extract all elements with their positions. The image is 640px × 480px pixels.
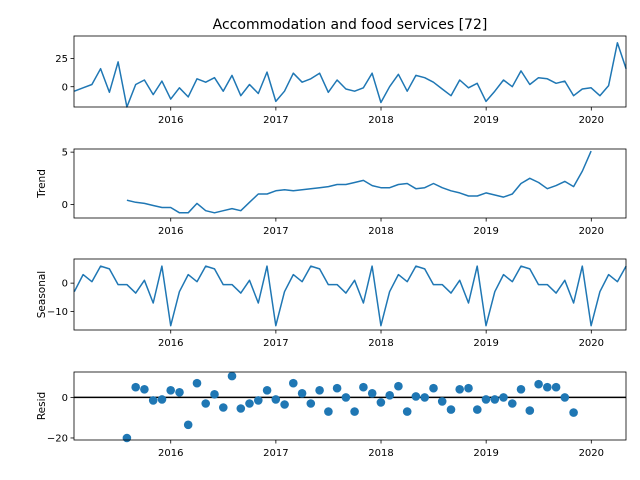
resid-point-6 bbox=[175, 388, 184, 397]
trend-ylabel: Trend bbox=[36, 169, 48, 199]
resid-point-3 bbox=[149, 396, 158, 405]
resid-point-19 bbox=[289, 379, 298, 388]
resid-point-45 bbox=[517, 385, 526, 394]
seasonal-xtick-label: 2016 bbox=[158, 338, 183, 349]
seasonal-ytick-label: −10 bbox=[47, 307, 68, 318]
resid-point-11 bbox=[219, 403, 228, 412]
resid-point-17 bbox=[272, 395, 281, 404]
resid-point-36 bbox=[438, 397, 447, 406]
trend-series-line bbox=[127, 151, 591, 213]
observed-axes-frame bbox=[74, 36, 626, 107]
trend-ytick-label: 0 bbox=[62, 200, 68, 211]
observed-ytick-label: 25 bbox=[55, 54, 68, 65]
seasonal-xtick-label: 2018 bbox=[368, 338, 393, 349]
observed-ytick-label: 0 bbox=[62, 82, 68, 93]
resid-point-12 bbox=[228, 372, 237, 381]
resid-point-25 bbox=[342, 393, 351, 402]
resid-point-48 bbox=[543, 383, 552, 392]
resid-xtick-label: 2017 bbox=[263, 448, 288, 459]
resid-point-7 bbox=[184, 421, 193, 430]
resid-point-5 bbox=[166, 386, 175, 395]
resid-point-15 bbox=[254, 396, 263, 405]
seasonal-series-line bbox=[74, 266, 626, 326]
panel-resid: 2016 2017 2018 2019 2020 −20 0 Resid bbox=[36, 372, 626, 459]
resid-point-38 bbox=[455, 385, 464, 394]
resid-point-35 bbox=[429, 384, 438, 393]
seasonal-axes-frame bbox=[74, 259, 626, 330]
resid-point-18 bbox=[280, 400, 289, 409]
resid-point-39 bbox=[464, 384, 473, 393]
resid-point-49 bbox=[552, 383, 561, 392]
resid-ytick-label: −20 bbox=[47, 434, 68, 445]
trend-ytick-label: 5 bbox=[62, 148, 68, 159]
resid-point-31 bbox=[394, 382, 403, 391]
resid-point-29 bbox=[377, 398, 386, 407]
observed-xtick-label: 2019 bbox=[473, 115, 498, 126]
resid-ytick-label: 0 bbox=[62, 393, 68, 404]
seasonal-ylabel: Seasonal bbox=[36, 271, 48, 318]
observed-series-line bbox=[74, 43, 626, 107]
resid-point-23 bbox=[324, 407, 333, 416]
trend-xtick-label: 2016 bbox=[158, 226, 183, 237]
panel-trend: 2016 2017 2018 2019 2020 0 5 Trend bbox=[36, 148, 626, 237]
observed-xtick-label: 2020 bbox=[579, 115, 604, 126]
resid-point-30 bbox=[385, 391, 394, 400]
resid-point-42 bbox=[491, 395, 500, 404]
observed-xtick-label: 2017 bbox=[263, 115, 288, 126]
resid-point-33 bbox=[412, 392, 421, 401]
resid-point-13 bbox=[237, 404, 246, 413]
resid-point-28 bbox=[368, 389, 377, 398]
resid-ylabel: Resid bbox=[36, 392, 48, 420]
panel-observed: 2016 2017 2018 2019 2020 0 25 bbox=[55, 36, 626, 126]
resid-point-41 bbox=[482, 395, 491, 404]
resid-point-46 bbox=[526, 406, 535, 415]
resid-point-22 bbox=[315, 386, 324, 395]
resid-xtick-label: 2020 bbox=[579, 448, 604, 459]
resid-point-51 bbox=[569, 408, 578, 417]
resid-point-43 bbox=[499, 393, 508, 402]
resid-point-40 bbox=[473, 405, 482, 414]
observed-xtick-label: 2018 bbox=[368, 115, 393, 126]
resid-point-21 bbox=[307, 399, 316, 408]
resid-point-24 bbox=[333, 384, 342, 393]
seasonal-xtick-label: 2017 bbox=[263, 338, 288, 349]
resid-xtick-label: 2018 bbox=[368, 448, 393, 459]
resid-point-37 bbox=[447, 405, 456, 414]
resid-point-32 bbox=[403, 407, 412, 416]
resid-axes-frame bbox=[74, 372, 626, 440]
panel-seasonal: 2016 2017 2018 2019 2020 −10 0 Seasonal bbox=[36, 259, 626, 349]
resid-point-10 bbox=[210, 390, 219, 399]
resid-point-26 bbox=[350, 407, 359, 416]
resid-point-0 bbox=[123, 434, 132, 443]
resid-point-20 bbox=[298, 389, 307, 398]
trend-xtick-label: 2017 bbox=[263, 226, 288, 237]
resid-point-9 bbox=[201, 399, 210, 408]
seasonal-xtick-label: 2019 bbox=[473, 338, 498, 349]
resid-point-47 bbox=[534, 380, 543, 389]
resid-point-4 bbox=[158, 395, 167, 404]
seasonal-ytick-label: 0 bbox=[62, 279, 68, 290]
resid-point-16 bbox=[263, 386, 272, 395]
resid-point-2 bbox=[140, 385, 149, 394]
trend-xtick-label: 2019 bbox=[473, 226, 498, 237]
resid-point-1 bbox=[131, 383, 140, 392]
resid-point-34 bbox=[420, 393, 429, 402]
figure-title: Accommodation and food services [72] bbox=[213, 17, 488, 33]
resid-xtick-label: 2016 bbox=[158, 448, 183, 459]
observed-xtick-label: 2016 bbox=[158, 115, 183, 126]
resid-point-44 bbox=[508, 399, 517, 408]
trend-xtick-label: 2020 bbox=[579, 226, 604, 237]
seasonal-xtick-label: 2020 bbox=[579, 338, 604, 349]
trend-xtick-label: 2018 bbox=[368, 226, 393, 237]
resid-point-8 bbox=[193, 379, 202, 388]
resid-point-50 bbox=[561, 393, 570, 402]
resid-xtick-label: 2019 bbox=[473, 448, 498, 459]
resid-point-14 bbox=[245, 399, 254, 408]
resid-point-27 bbox=[359, 383, 368, 392]
